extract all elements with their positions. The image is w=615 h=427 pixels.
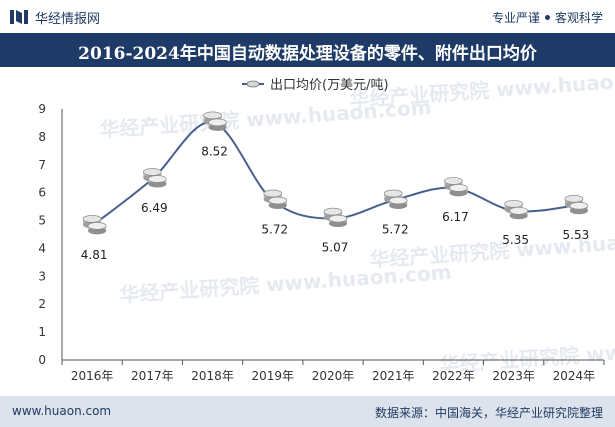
- data-point-coin-stack: [203, 111, 227, 131]
- x-tick-label: 2016年: [71, 369, 114, 383]
- data-point-coin-stack: [82, 215, 107, 235]
- brand-logo-icon: [10, 10, 28, 24]
- y-tick-label: 0: [38, 353, 46, 367]
- x-tick-label: 2018年: [191, 369, 234, 383]
- chart-area: 华经产业研究院 www.huaon.com 华经产业研究院 www.huaon.c…: [0, 65, 615, 392]
- top-bar: 华经情报网 专业严谨 客观科学: [0, 0, 615, 33]
- chart-title: 2016-2024年中国自动数据处理设备的零件、附件出口均价: [78, 44, 537, 64]
- y-tick-label: 7: [38, 158, 46, 172]
- data-point-coin-stack: [383, 189, 408, 209]
- y-tick-label: 9: [38, 102, 46, 116]
- data-point-coin-stack: [142, 168, 167, 188]
- tagline-left: 专业严谨: [491, 11, 540, 25]
- footer-source: 数据来源：中国海关，华经产业研究院整理: [374, 406, 603, 420]
- x-tick-label: 2022年: [432, 369, 475, 383]
- data-label: 5.53: [563, 228, 590, 242]
- data-point-coin-stack: [444, 177, 468, 197]
- y-tick-label: 3: [38, 269, 46, 283]
- y-tick-label: 6: [38, 186, 46, 200]
- data-label: 5.07: [322, 241, 349, 255]
- data-label: 5.72: [382, 222, 409, 236]
- watermark-text: 华经产业研究院 www.huaon.com: [349, 67, 615, 112]
- legend-coin-icon: [246, 80, 260, 88]
- y-tick-label: 4: [38, 241, 46, 255]
- x-tick-label: 2020年: [312, 369, 355, 383]
- data-label: 8.52: [201, 144, 228, 158]
- tagline-right: 客观科学: [554, 11, 603, 25]
- data-label: 5.35: [502, 233, 529, 247]
- x-tick-label: 2017年: [131, 369, 174, 383]
- data-label: 5.72: [261, 222, 288, 236]
- footer-bar: www.huaon.com 数据来源：中国海关，华经产业研究院整理: [0, 396, 615, 427]
- footer-url: www.huaon.com: [12, 404, 112, 418]
- data-point-coin-stack: [323, 207, 348, 228]
- x-tick-label: 2021年: [372, 369, 415, 383]
- legend-label: 出口均价(万美元/吨): [270, 78, 389, 93]
- data-label: 6.17: [442, 210, 469, 224]
- x-tick-label: 2019年: [252, 369, 295, 383]
- data-label: 6.49: [141, 201, 168, 215]
- tagline: 专业严谨 客观科学: [492, 9, 603, 26]
- brand-name: 华经情报网: [35, 12, 101, 27]
- data-point-coin-stack: [504, 199, 529, 220]
- y-tick-label: 8: [38, 130, 46, 144]
- x-tick-label: 2024年: [553, 369, 596, 383]
- y-tick-label: 1: [38, 325, 46, 339]
- data-label: 4.81: [81, 248, 108, 262]
- tagline-dot-icon: [544, 15, 550, 20]
- y-tick-label: 2: [38, 297, 46, 311]
- series-line: [91, 121, 574, 227]
- x-tick-label: 2023年: [492, 369, 535, 383]
- y-tick-label: 5: [38, 214, 46, 228]
- data-point-coin-stack: [263, 189, 288, 209]
- title-bar: 2016-2024年中国自动数据处理设备的零件、附件出口均价: [0, 33, 615, 67]
- data-point-coin-stack: [564, 194, 589, 215]
